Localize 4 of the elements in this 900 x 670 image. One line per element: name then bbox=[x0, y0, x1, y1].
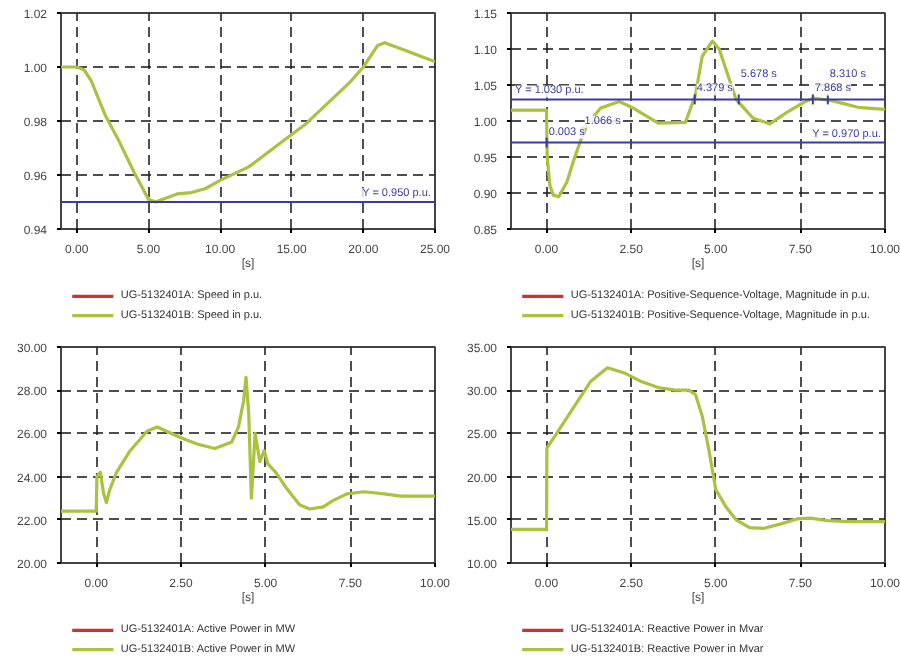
line-series bbox=[61, 41, 435, 204]
line-series bbox=[511, 39, 885, 199]
line-series bbox=[61, 375, 435, 513]
line-series bbox=[511, 366, 885, 531]
